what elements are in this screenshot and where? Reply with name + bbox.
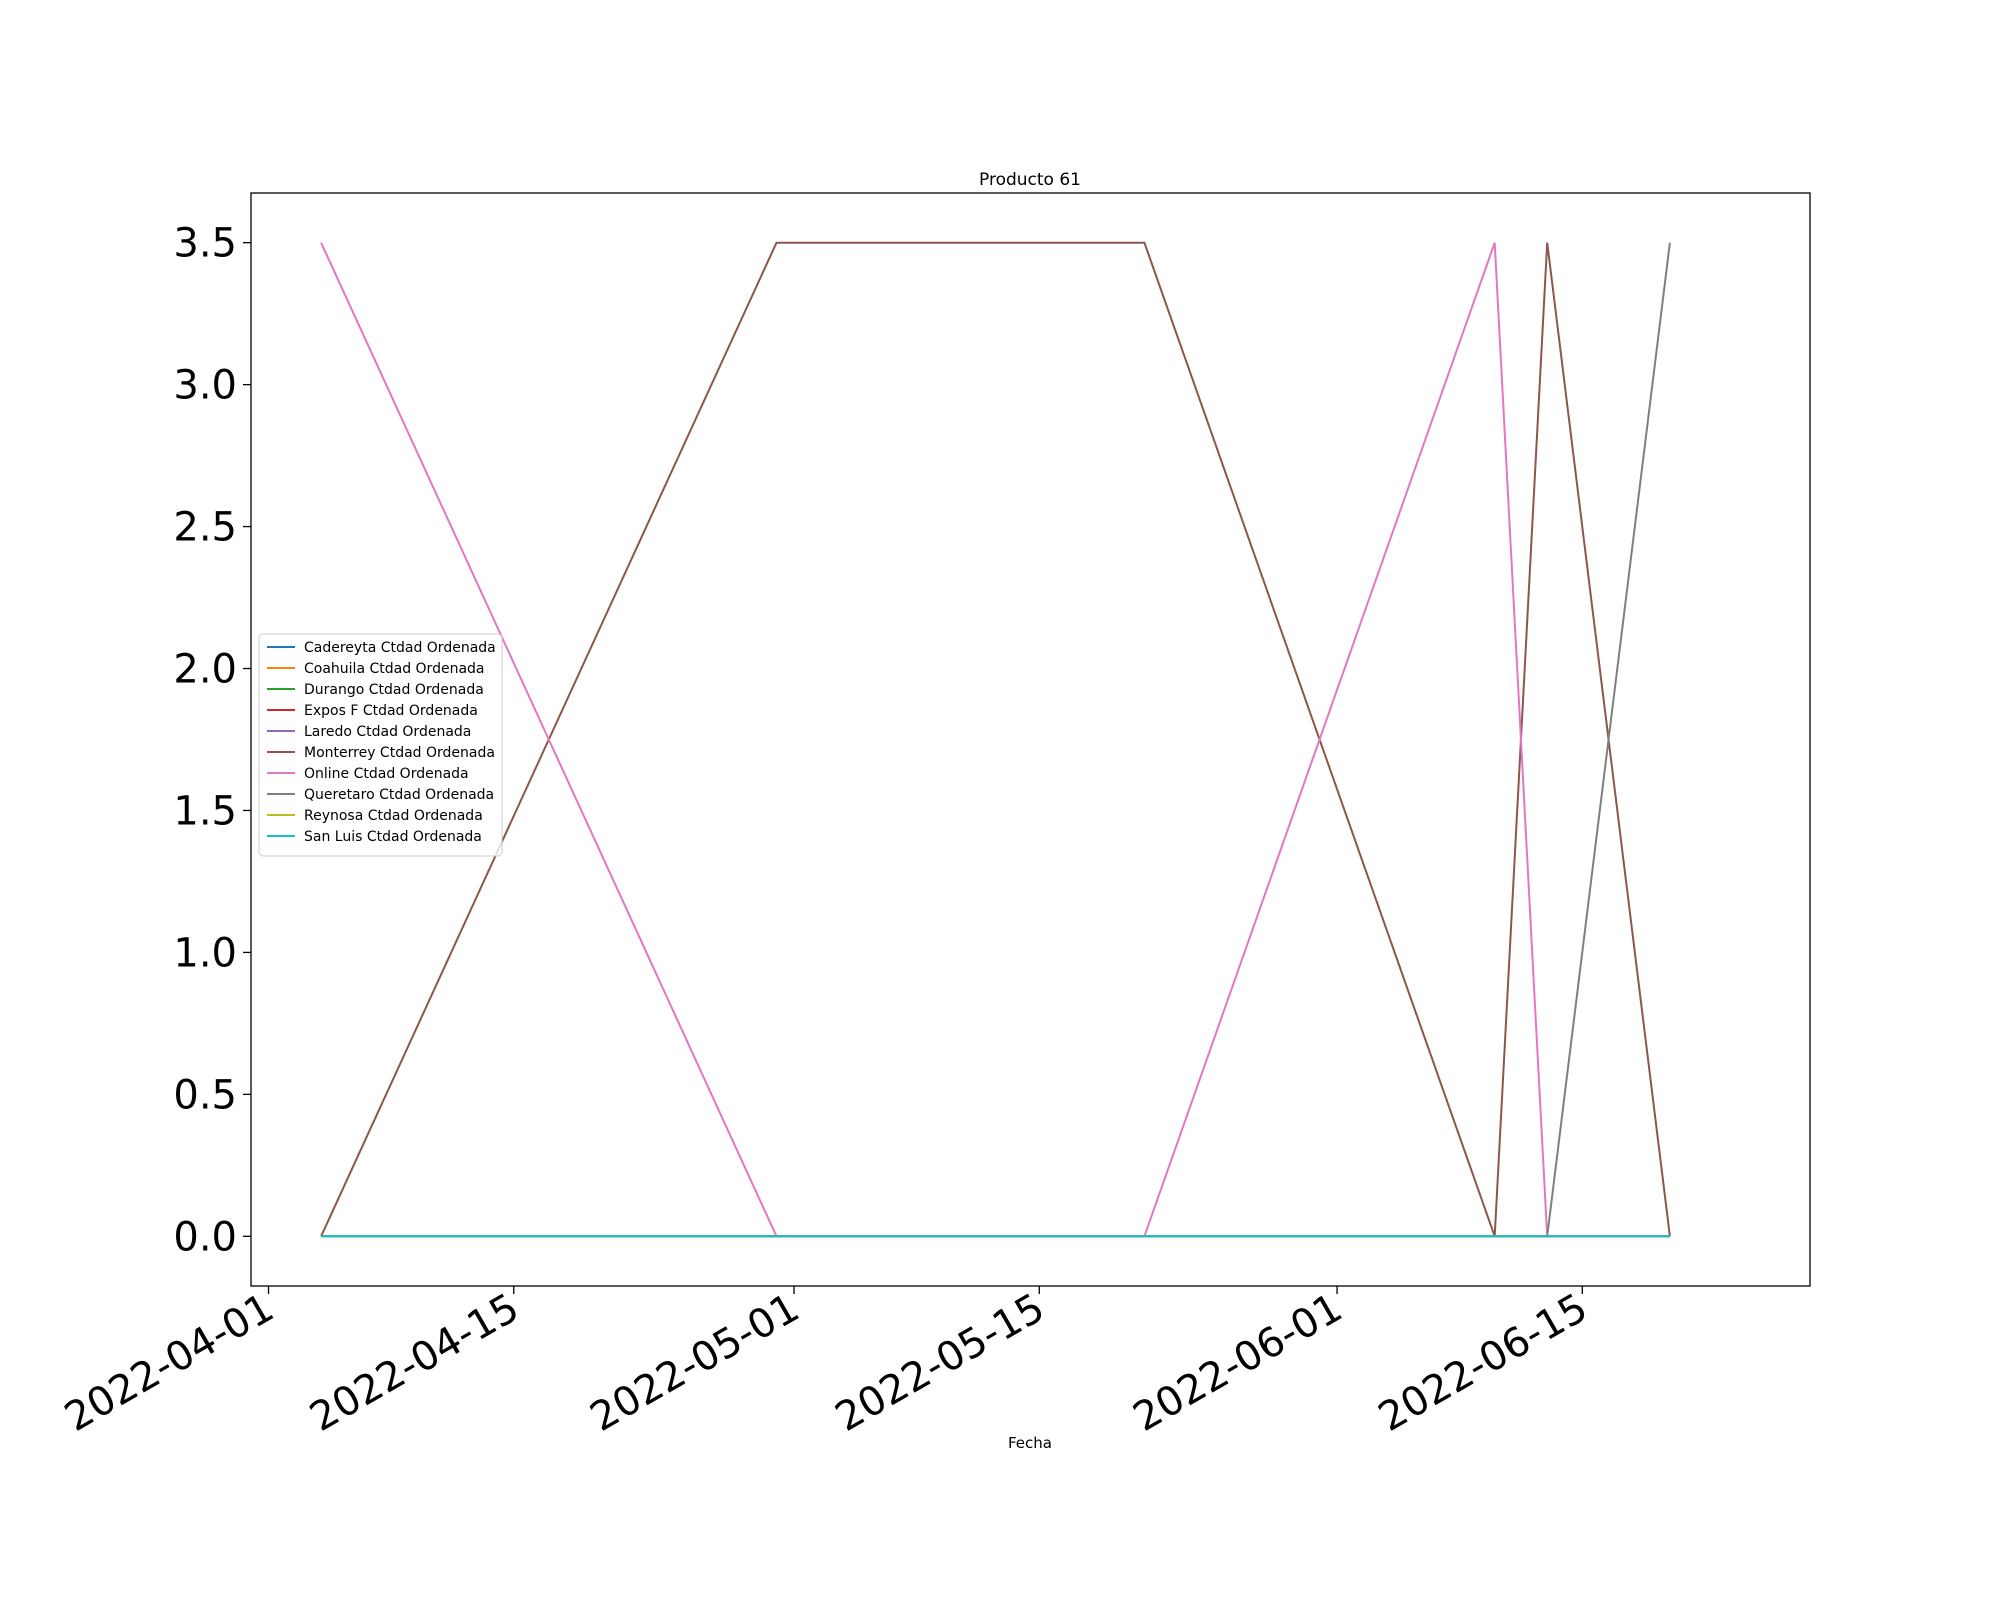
y-tick-label: 2.0 bbox=[173, 647, 237, 693]
legend-label: Laredo Ctdad Ordenada bbox=[304, 724, 471, 740]
chart-title: Producto 61 bbox=[979, 170, 1081, 190]
legend-label: Coahuila Ctdad Ordenada bbox=[304, 661, 485, 677]
series-layer bbox=[320, 241, 1671, 1238]
legend-label: Cadereyta Ctdad Ordenada bbox=[304, 640, 496, 656]
y-tick-label: 0.5 bbox=[173, 1072, 237, 1118]
x-axis-label: Fecha bbox=[1008, 1434, 1052, 1452]
legend-label: Reynosa Ctdad Ordenada bbox=[304, 808, 483, 824]
y-tick-label: 1.5 bbox=[173, 788, 237, 834]
legend-label: Durango Ctdad Ordenada bbox=[304, 682, 484, 698]
axes-frame bbox=[250, 192, 1811, 1287]
legend-label: Online Ctdad Ordenada bbox=[304, 766, 469, 782]
plot-area bbox=[250, 192, 1811, 1287]
y-tick-label: 0.0 bbox=[173, 1214, 237, 1260]
legend-label: Monterrey Ctdad Ordenada bbox=[304, 745, 495, 761]
legend-box bbox=[258, 633, 503, 857]
legend: Cadereyta Ctdad Ordenada Coahuila Ctdad O… bbox=[258, 633, 503, 857]
y-axis: 0.0 0.5 1.0 1.5 2.0 2.5 3.0 3.5 bbox=[173, 221, 251, 1260]
y-tick-label: 3.0 bbox=[173, 363, 237, 409]
legend-label: San Luis Ctdad Ordenada bbox=[304, 829, 482, 845]
y-tick-label: 1.0 bbox=[173, 930, 237, 976]
legend-label: Queretaro Ctdad Ordenada bbox=[304, 787, 494, 803]
legend-label: Expos F Ctdad Ordenada bbox=[304, 703, 478, 719]
y-tick-label: 3.5 bbox=[173, 221, 237, 267]
y-tick-label: 2.5 bbox=[173, 505, 237, 551]
